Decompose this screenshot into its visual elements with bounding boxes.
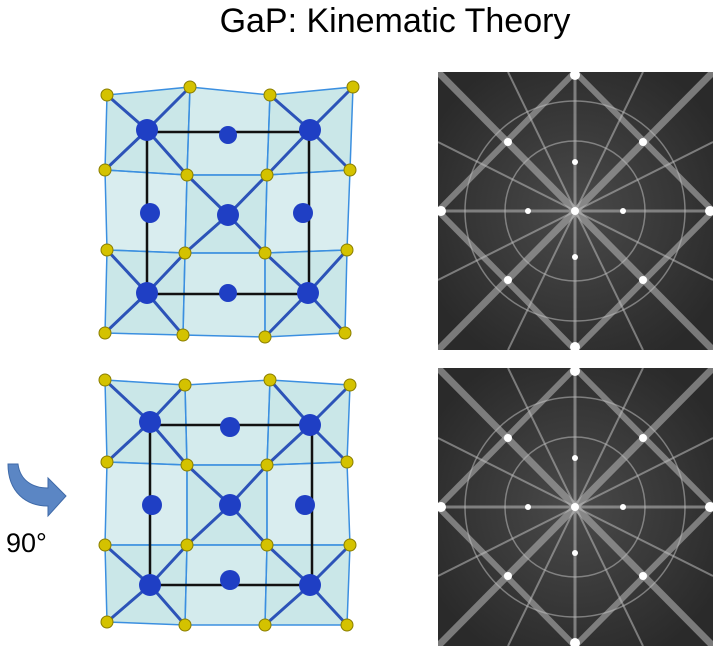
- page-title: GaP: Kinematic Theory: [219, 2, 571, 40]
- crystal-structure-top: [98, 80, 360, 344]
- p-atoms: [98, 80, 360, 344]
- p-atoms: [98, 373, 357, 632]
- rotation-label: 90°: [6, 528, 47, 558]
- ga-atoms: [139, 411, 321, 596]
- crystal-structure-bottom: [98, 373, 357, 632]
- curved-rotate-arrow-icon: [7, 463, 67, 518]
- kikuchi-pattern-top: [438, 72, 713, 350]
- kikuchi-pattern-bottom: [438, 368, 713, 646]
- ga-atoms: [136, 119, 321, 304]
